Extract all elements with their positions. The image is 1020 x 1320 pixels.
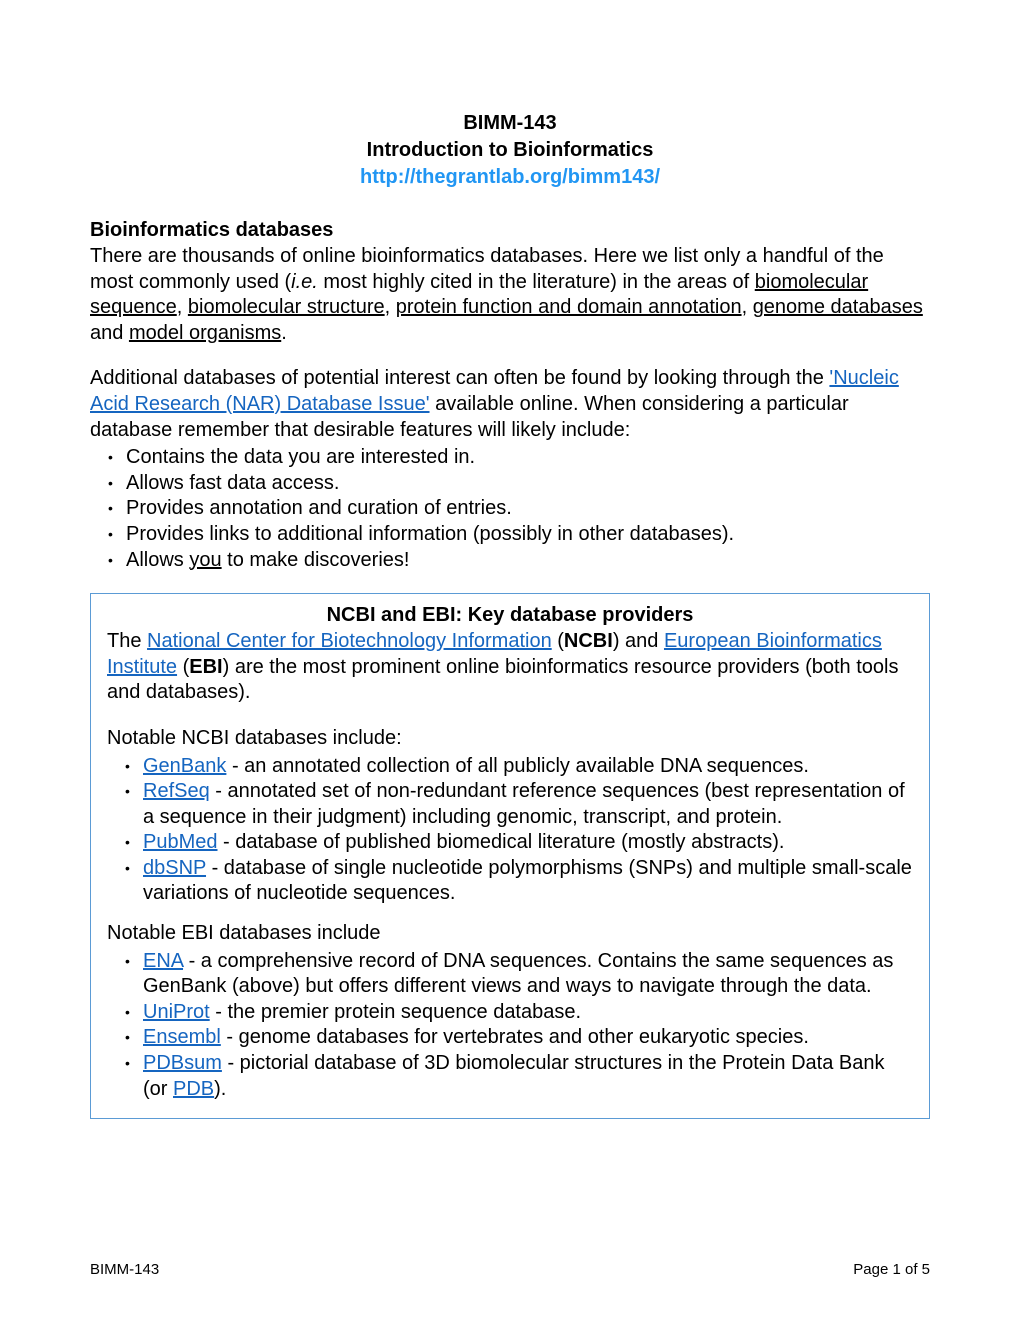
- ncbi-heading: Notable NCBI databases include:: [107, 726, 913, 752]
- section-title: Bioinformatics databases: [90, 219, 930, 242]
- info-box: NCBI and EBI: Key database providers The…: [90, 593, 930, 1119]
- course-code: BIMM-143: [90, 110, 930, 137]
- list-item: UniProt - the premier protein sequence d…: [143, 1000, 913, 1026]
- ebi-heading: Notable EBI databases include: [107, 921, 913, 947]
- features-list: Contains the data you are interested in.…: [90, 445, 930, 573]
- list-item: Ensembl - genome databases for vertebrat…: [143, 1025, 913, 1051]
- ensembl-link[interactable]: Ensembl: [143, 1026, 221, 1048]
- box-intro: The National Center for Biotechnology In…: [107, 629, 913, 706]
- list-item: dbSNP - database of single nucleotide po…: [143, 856, 913, 907]
- ena-link[interactable]: ENA: [143, 950, 183, 972]
- page-footer: BIMM-143 Page 1 of 5: [90, 1261, 930, 1278]
- ebi-list: ENA - a comprehensive record of DNA sequ…: [107, 949, 913, 1103]
- ncbi-list: GenBank - an annotated collection of all…: [107, 754, 913, 908]
- additional-databases-paragraph: Additional databases of potential intere…: [90, 366, 930, 443]
- list-item: ENA - a comprehensive record of DNA sequ…: [143, 949, 913, 1000]
- list-item: PDBsum - pictorial database of 3D biomol…: [143, 1051, 913, 1102]
- box-title: NCBI and EBI: Key database providers: [107, 604, 913, 627]
- dbsnp-link[interactable]: dbSNP: [143, 857, 206, 879]
- list-item: Provides annotation and curation of entr…: [126, 496, 930, 522]
- list-item: Allows you to make discoveries!: [126, 548, 930, 574]
- genbank-link[interactable]: GenBank: [143, 755, 226, 777]
- list-item: RefSeq - annotated set of non-redundant …: [143, 779, 913, 830]
- document-header: BIMM-143 Introduction to Bioinformatics …: [90, 110, 930, 191]
- refseq-link[interactable]: RefSeq: [143, 780, 210, 802]
- footer-right: Page 1 of 5: [853, 1261, 930, 1278]
- list-item: PubMed - database of published biomedica…: [143, 830, 913, 856]
- list-item: Allows fast data access.: [126, 471, 930, 497]
- list-item: Provides links to additional information…: [126, 522, 930, 548]
- list-item: Contains the data you are interested in.: [126, 445, 930, 471]
- intro-paragraph: There are thousands of online bioinforma…: [90, 244, 930, 346]
- footer-left: BIMM-143: [90, 1261, 159, 1278]
- course-title: Introduction to Bioinformatics: [90, 137, 930, 164]
- course-url-link[interactable]: http://thegrantlab.org/bimm143/: [360, 166, 660, 188]
- ncbi-link[interactable]: National Center for Biotechnology Inform…: [147, 630, 552, 652]
- list-item: GenBank - an annotated collection of all…: [143, 754, 913, 780]
- pubmed-link[interactable]: PubMed: [143, 831, 218, 853]
- pdbsum-link[interactable]: PDBsum: [143, 1052, 222, 1074]
- pdb-link[interactable]: PDB: [173, 1078, 214, 1100]
- uniprot-link[interactable]: UniProt: [143, 1001, 210, 1023]
